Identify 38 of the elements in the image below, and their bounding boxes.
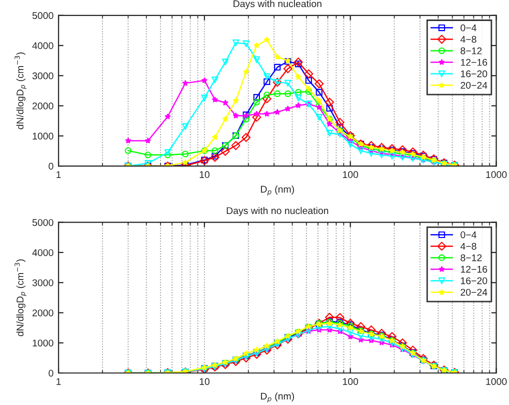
x-tick-label: 1 bbox=[56, 378, 61, 385]
x-tick-label: 1 bbox=[56, 171, 61, 178]
y-tick-label: 2000 bbox=[32, 102, 54, 110]
legend-label: 12−16 bbox=[460, 266, 488, 273]
y-tick-label: 1000 bbox=[32, 132, 54, 140]
legend-label: 20−24 bbox=[460, 82, 488, 89]
legend-label: 12−16 bbox=[460, 58, 488, 66]
y-tick-label: 1000 bbox=[32, 340, 54, 346]
legend-label: 4−8 bbox=[460, 36, 476, 43]
x-tick-label: 1000 bbox=[486, 378, 507, 386]
y-tick-label: 4000 bbox=[32, 249, 54, 256]
x-tick-label: 100 bbox=[342, 171, 358, 178]
y-axis-title: dN/dlogD$_{p}$ (cm$^{−3}$) bbox=[14, 259, 26, 336]
y-tick-label: 5000 bbox=[32, 219, 54, 226]
x-axis-title: D$_{p}$ (nm) bbox=[260, 392, 294, 403]
y-tick-label: 2000 bbox=[32, 309, 54, 316]
x-tick-label: 10 bbox=[200, 171, 210, 178]
legend-label: 16−20 bbox=[460, 70, 488, 78]
x-tick-label: 10 bbox=[200, 378, 210, 386]
y-tick-label: 4000 bbox=[32, 42, 54, 50]
legend-label: 4−8 bbox=[460, 242, 476, 250]
legend-label: 0−4 bbox=[460, 24, 476, 32]
y-tick-label: 0 bbox=[48, 370, 54, 377]
y-tick-label: 0 bbox=[48, 162, 54, 170]
legend-label: 16−20 bbox=[460, 277, 488, 284]
legend-label: 20−24 bbox=[460, 288, 488, 296]
x-axis-title: D$_{p}$ (nm) bbox=[260, 186, 294, 196]
y-tick-label: 5000 bbox=[32, 12, 54, 20]
x-tick-label: 1000 bbox=[486, 171, 507, 178]
legend-label: 8−12 bbox=[460, 47, 482, 54]
y-tick-label: 3000 bbox=[32, 72, 54, 80]
y-tick-label: 3000 bbox=[32, 279, 54, 286]
legend-label: 0−4 bbox=[460, 231, 476, 238]
y-axis-title: dN/dlogD$_{p}$ (cm$^{−3}$) bbox=[14, 52, 26, 130]
legend-label: 8−12 bbox=[460, 254, 482, 262]
x-tick-label: 100 bbox=[342, 378, 358, 386]
chart-title: Days with nucleation bbox=[234, 0, 322, 10]
chart-title: Days with no nucleation bbox=[226, 206, 328, 216]
